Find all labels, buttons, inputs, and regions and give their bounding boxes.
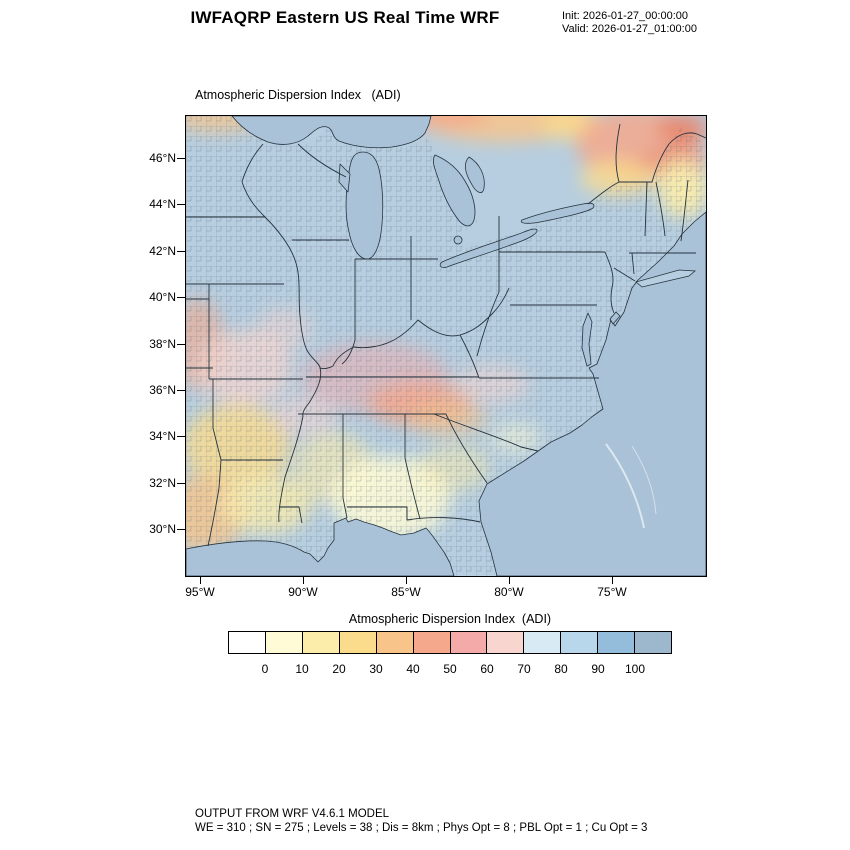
lat-label: 42°N [149,243,176,258]
lat-tick [177,250,185,252]
chesapeake-bay [581,312,593,367]
colorbar-cell [338,631,377,654]
colorbar-cell [597,631,636,654]
lon-label: 75°W [597,585,627,599]
lat-label: 38°N [149,336,176,351]
lon-label: 90°W [288,585,318,599]
lake-erie [439,228,538,268]
colorbar-cell [375,631,414,654]
lon-tick [200,576,201,584]
colorbar-cell [634,631,673,654]
colorbar-tick-label: 70 [517,662,531,676]
colorbar: 0 10 20 30 40 50 60 70 80 90 100 [228,631,673,676]
lake-superior [231,116,432,149]
lat-tick [177,158,185,159]
colorbar-tick-label: 50 [443,662,457,676]
ocean-streak [605,443,645,529]
colorbar-tick-label: 0 [261,662,269,676]
lake-huron [432,154,476,227]
lon-label: 95°W [185,585,215,599]
long-island [635,269,697,288]
footer-text: OUTPUT FROM WRF V4.6.1 MODEL WE = 310 ; … [195,808,647,835]
init-time: Init: 2026-01-27_00:00:00 [562,10,688,22]
ocean-gulf [186,517,455,576]
lat-label: 32°N [149,475,176,490]
lon-tick [509,576,510,584]
lat-label: 44°N [149,197,176,212]
footer-line1: OUTPUT FROM WRF V4.6.1 MODEL [195,808,390,820]
colorbar-tick-label: 80 [554,662,568,676]
colorbar-tick-label: 100 [624,662,646,676]
lon-tick [303,576,304,584]
lat-label: 34°N [149,429,176,444]
state-boundaries [186,143,696,547]
colorbar-tick-label: 40 [406,662,420,676]
adi-map [186,116,706,576]
canada-border [587,123,706,205]
colorbar-cell [560,631,599,654]
colorbar-cell [264,631,303,654]
colorbar-cell [301,631,340,654]
colorbar-tick-label: 20 [332,662,346,676]
lake-st-clair [453,235,463,245]
lon-label: 85°W [391,585,421,599]
colorbar-tick-label: 60 [480,662,494,676]
model-times: Init: 2026-01-27_00:00:00 Valid: 2026-01… [562,10,697,36]
lake-ontario [520,202,595,224]
lat-tick [177,482,185,484]
map-frame [185,115,707,577]
colorbar-cell [412,631,451,654]
delaware-bay [609,311,621,325]
colorbar-tick-label: 90 [591,662,605,676]
colorbar-title: Atmospheric Dispersion Index (ADI) [348,612,552,626]
lat-tick [177,436,185,438]
ocean-atlantic [478,211,706,576]
lat-tick [177,343,185,345]
page-title: IWFAQRP Eastern US Real Time WRF [190,8,500,27]
lat-label: 36°N [149,383,176,397]
colorbar-cell [228,631,266,654]
lat-label: 46°N [149,151,176,165]
lat-tick [177,390,185,391]
valid-time: Valid: 2026-01-27_01:00:00 [562,23,697,35]
colorbar-cell [486,631,525,654]
colorbar-cell [449,631,488,654]
lon-tick [406,576,407,584]
lat-label: 40°N [149,290,176,305]
lon-label: 80°W [494,585,524,599]
lat-tick [177,204,185,206]
ocean-streak [631,445,657,515]
lat-tick [177,529,185,531]
lat-tick [177,297,185,299]
colorbar-tick-label: 30 [369,662,383,676]
colorbar-tick-label: 10 [295,662,309,676]
map-subtitle: Atmospheric Dispersion Index (ADI) [195,88,401,102]
lon-tick [612,576,613,584]
green-bay [338,163,351,193]
lat-label: 30°N [149,522,176,537]
georgian-bay [465,156,485,193]
footer-line2: WE = 310 ; SN = 275 ; Levels = 38 ; Dis … [195,821,648,834]
colorbar-cell [523,631,562,654]
lake-michigan [345,151,384,260]
